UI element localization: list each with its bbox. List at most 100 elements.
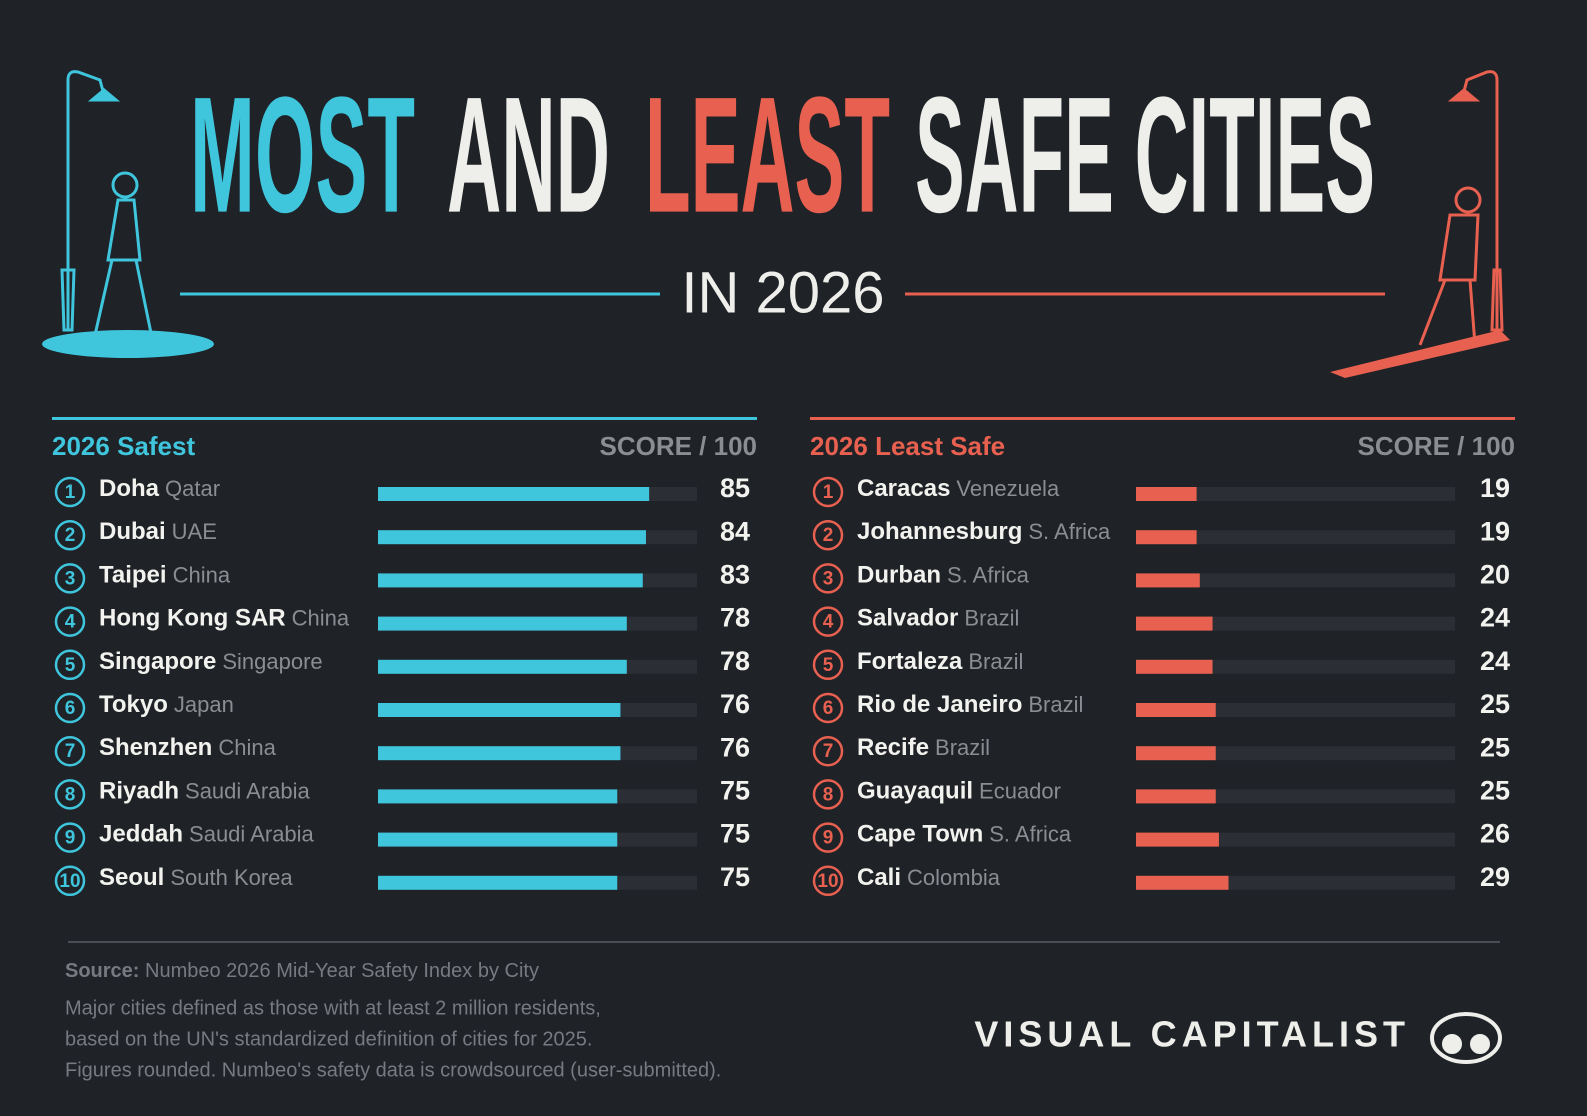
rank: 10 — [817, 871, 838, 892]
chart-title: 2026 Least Safe — [810, 431, 1005, 461]
country: Brazil — [968, 649, 1023, 674]
rank: 6 — [823, 698, 834, 719]
rank-circle — [54, 735, 86, 767]
rank: 6 — [65, 698, 76, 719]
city: Caracas — [857, 475, 950, 502]
city: Tokyo — [99, 691, 168, 718]
value-label: 25 — [1480, 689, 1510, 719]
row-label: Singapore Singapore — [99, 648, 323, 675]
rank: 1 — [823, 482, 834, 503]
source-text: Numbeo 2026 Mid-Year Safety Index by Cit… — [145, 960, 539, 982]
city: Jeddah — [99, 821, 183, 848]
row-label: Hong Kong SAR China — [99, 605, 350, 632]
bar-track — [1136, 573, 1455, 588]
right-illustration — [1330, 70, 1510, 378]
rank-circle — [54, 476, 86, 508]
rank-circle — [812, 779, 844, 810]
rank: 9 — [823, 828, 834, 849]
bar — [378, 789, 618, 804]
rank-circle — [812, 865, 844, 897]
country: South Korea — [170, 865, 293, 890]
bar — [1136, 703, 1216, 717]
country: Qatar — [165, 476, 220, 501]
rank: 4 — [65, 612, 76, 633]
bar — [378, 573, 643, 588]
value-label: 25 — [1480, 776, 1510, 806]
value-label: 85 — [720, 473, 750, 503]
city: Recife — [857, 735, 929, 762]
rank-circle — [812, 519, 844, 551]
country: UAE — [172, 519, 217, 544]
bar — [1136, 789, 1216, 804]
bar — [378, 746, 621, 761]
rank-circle — [812, 476, 844, 508]
rank: 5 — [65, 655, 76, 676]
city: Taipei — [99, 562, 167, 589]
city: Shenzhen — [99, 735, 212, 762]
city: Johannesburg — [857, 519, 1022, 546]
row-label: Durban S. Africa — [857, 562, 1030, 589]
city: Doha — [99, 475, 160, 502]
value-label: 76 — [720, 689, 750, 719]
city: Rio de Janeiro — [857, 691, 1022, 718]
city: Singapore — [99, 648, 216, 675]
value-label: 24 — [1480, 646, 1510, 676]
row-label: Guayaquil Ecuador — [857, 778, 1061, 805]
source: Source: Numbeo 2026 Mid-Year Safety Inde… — [65, 960, 539, 982]
rank: 2 — [65, 525, 76, 546]
bar — [1136, 487, 1197, 501]
brand-logo — [1430, 1012, 1502, 1064]
row-label: Cali Colombia — [857, 864, 1001, 891]
note: based on the UN's standardized definitio… — [65, 1028, 592, 1050]
note: Figures rounded. Numbeo's safety data is… — [65, 1059, 721, 1081]
country: Venezuela — [956, 476, 1060, 501]
city: Riyadh — [99, 778, 179, 805]
rank-circle — [54, 779, 86, 810]
bar — [378, 616, 627, 631]
bar — [1136, 573, 1200, 588]
rank: 3 — [65, 568, 76, 589]
country: Saudi Arabia — [189, 821, 315, 846]
rank: 8 — [823, 784, 834, 805]
value-label: 25 — [1480, 732, 1510, 762]
rank-circle — [812, 563, 844, 594]
rank: 8 — [65, 784, 76, 805]
bar — [378, 832, 618, 847]
title-word: LEAST — [645, 63, 890, 247]
value-label: 78 — [720, 603, 750, 633]
axis-label: SCORE / 100 — [1357, 431, 1515, 461]
rank-circle — [54, 519, 86, 551]
source-label: Source: — [65, 960, 139, 982]
bar — [1136, 616, 1213, 631]
value-label: 26 — [1480, 819, 1510, 849]
row-label: Cape Town S. Africa — [857, 821, 1072, 848]
city: Cape Town — [857, 821, 983, 848]
city: Guayaquil — [857, 778, 973, 805]
value-label: 24 — [1480, 603, 1510, 633]
bar — [1136, 530, 1197, 545]
row-label: Rio de Janeiro Brazil — [857, 691, 1083, 718]
rank-circle — [812, 822, 844, 853]
value-label: 75 — [720, 819, 750, 849]
city: Durban — [857, 562, 941, 589]
brand: VISUAL CAPITALIST — [974, 1014, 1410, 1055]
city: Seoul — [99, 864, 164, 891]
row-label: Shenzhen China — [99, 735, 277, 762]
row-label: Tokyo Japan — [99, 691, 234, 718]
header-rule — [810, 417, 1515, 420]
value-label: 19 — [1480, 473, 1510, 503]
bar — [378, 875, 618, 890]
bar — [1136, 875, 1229, 890]
row-label: Salvador Brazil — [857, 605, 1019, 632]
bar — [378, 530, 646, 545]
axis-label: SCORE / 100 — [599, 431, 757, 461]
country: China — [173, 562, 231, 587]
row-label: Riyadh Saudi Arabia — [99, 778, 311, 805]
country: Colombia — [907, 865, 1001, 890]
header-rule — [52, 417, 757, 420]
country: Brazil — [1028, 692, 1083, 717]
rank: 5 — [823, 655, 834, 676]
rank-circle — [54, 865, 86, 897]
value-label: 84 — [720, 516, 750, 546]
rank: 7 — [65, 741, 76, 762]
